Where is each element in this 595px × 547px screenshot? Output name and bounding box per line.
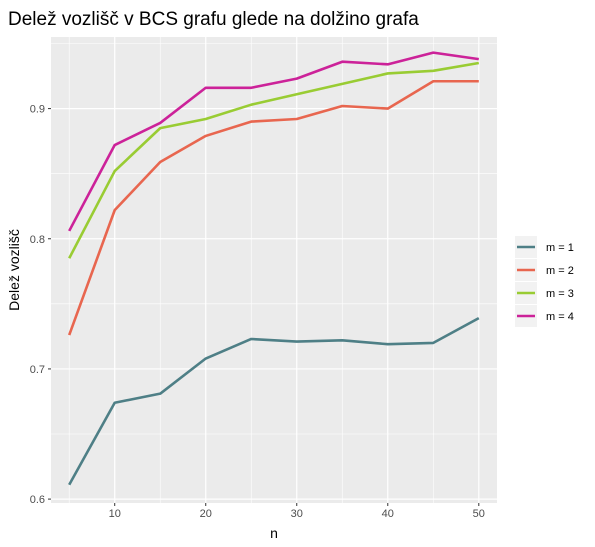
series-line-m4 (68, 51, 479, 232)
y-axis-ticks: 0.6 0.7 0.8 0.9 (30, 104, 51, 506)
y-tick-label: 0.6 (30, 494, 45, 506)
x-tick-label: 50 (473, 508, 485, 520)
x-tick-label: 20 (200, 508, 212, 520)
y-tick-label: 0.9 (30, 104, 45, 116)
legend: m = 1 m = 2 m = 3 m = 4 (515, 236, 574, 327)
legend-label: m = 4 (546, 311, 574, 323)
chart-title: Delež vozlišč v BCS grafu glede na dolži… (8, 9, 419, 30)
x-tick-label: 40 (382, 508, 394, 520)
y-tick-label: 0.7 (30, 364, 45, 376)
legend-label: m = 1 (546, 242, 574, 254)
series-lines (67, 51, 480, 486)
legend-label: m = 2 (546, 265, 574, 277)
series-line-m2 (67, 79, 479, 336)
x-tick-label: 30 (291, 508, 303, 520)
x-axis-ticks: 10 20 30 40 50 (109, 503, 485, 520)
series-line-m1 (68, 317, 480, 486)
series-line-m3 (68, 61, 480, 259)
x-tick-label: 10 (109, 508, 121, 520)
legend-label: m = 3 (546, 288, 574, 300)
y-axis-title: Delež vozlišč (6, 229, 22, 311)
x-axis-title: n (270, 525, 278, 541)
plot-panel (51, 37, 497, 503)
y-tick-label: 0.8 (30, 234, 45, 246)
major-gridlines (51, 37, 497, 503)
minor-gridlines (51, 37, 497, 503)
